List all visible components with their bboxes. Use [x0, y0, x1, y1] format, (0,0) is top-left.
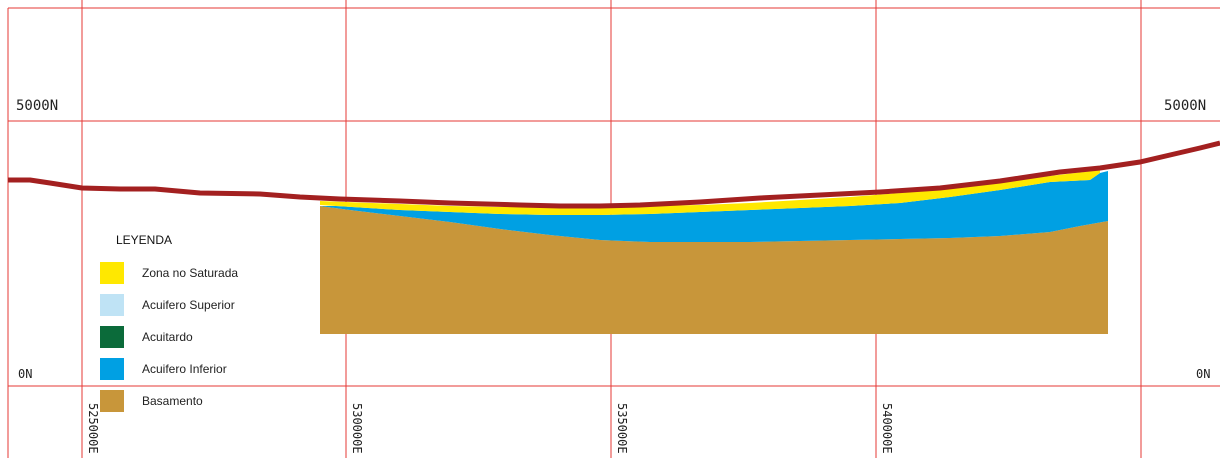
legend-label: Acuitardo [142, 330, 193, 344]
zona-no-saturada-layer [320, 170, 1100, 215]
legend-item-acuifero-superior: Acuifero Superior [100, 294, 360, 318]
legend-label: Zona no Saturada [142, 266, 239, 280]
legend-label: Acuifero Superior [142, 298, 235, 312]
north-label-top-left: 5000N [16, 98, 59, 114]
legend-item-acuifero-inferior: Acuifero Inferior [100, 358, 360, 382]
acuifero-inferior-layer [320, 171, 1108, 242]
north-label-bottom-left: 0N [18, 367, 33, 381]
north-label-top-right: 5000N [1164, 98, 1207, 114]
legend-item-acuitardo: Acuitardo [100, 326, 360, 350]
legend-item-zona-no-saturada: Zona no Saturada [100, 262, 360, 286]
east-label-525000e: 525000E [86, 403, 100, 454]
basamento-layer [320, 206, 1108, 334]
legend-item-basamento: Basamento [100, 390, 360, 414]
legend-swatch [100, 358, 124, 380]
grid [7, 0, 1220, 458]
legend-swatch [100, 262, 124, 284]
legend-title: LEYENDA [116, 233, 173, 247]
legend-label: Basamento [142, 394, 203, 408]
ground-surface-line [8, 140, 1220, 209]
east-label-540000e: 540000E [880, 403, 894, 454]
legend-label: Acuifero Inferior [142, 362, 227, 376]
legend-swatch [100, 326, 124, 348]
east-label-535000e: 535000E [615, 403, 629, 454]
north-label-bottom-right: 0N [1196, 367, 1211, 381]
legend-swatch [100, 390, 124, 412]
legend-swatch [100, 294, 124, 316]
